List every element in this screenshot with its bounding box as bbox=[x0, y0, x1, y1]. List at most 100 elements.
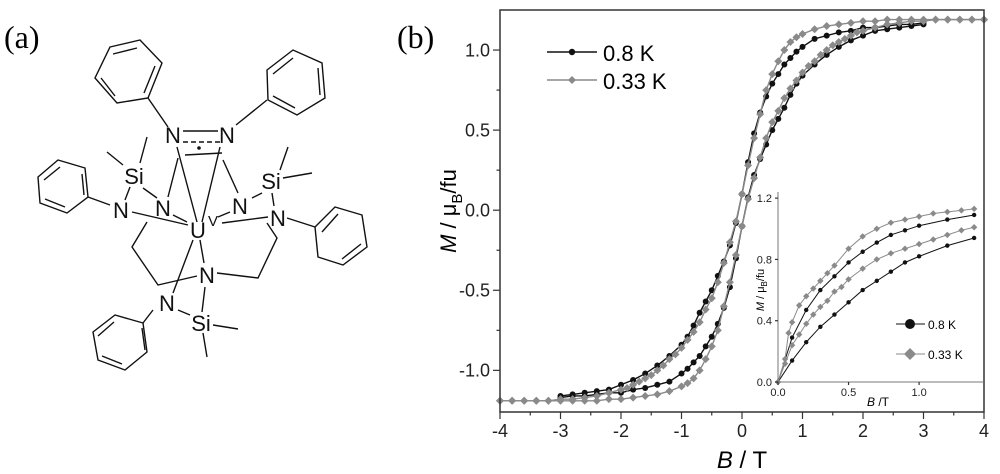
data-point bbox=[731, 217, 740, 226]
data-point bbox=[874, 240, 879, 245]
inset-x-axis-label: B /T bbox=[867, 395, 890, 409]
data-point bbox=[823, 51, 830, 58]
data-point bbox=[768, 118, 777, 127]
data-point bbox=[750, 134, 759, 143]
data-point bbox=[860, 32, 866, 39]
data-point bbox=[845, 276, 852, 283]
data-point bbox=[604, 388, 613, 397]
data-point bbox=[677, 382, 686, 391]
data-point bbox=[738, 222, 746, 231]
data-point bbox=[617, 395, 625, 404]
data-point bbox=[696, 352, 703, 359]
data-point bbox=[731, 251, 740, 260]
data-point bbox=[896, 24, 903, 31]
data-point bbox=[835, 29, 842, 36]
atom-si: Si bbox=[124, 164, 144, 189]
atom-n: N bbox=[155, 196, 171, 221]
atom-si: Si bbox=[261, 169, 281, 194]
data-point bbox=[919, 17, 928, 26]
data-series bbox=[775, 235, 977, 385]
data-point bbox=[629, 393, 638, 402]
data-point bbox=[915, 240, 923, 248]
data-point bbox=[955, 15, 964, 24]
data-point bbox=[859, 26, 867, 35]
data-point bbox=[810, 25, 819, 34]
y-tick-label: -0.5 bbox=[459, 281, 490, 301]
data-point bbox=[971, 212, 977, 218]
data-point bbox=[945, 243, 950, 248]
data-point bbox=[930, 236, 937, 243]
data-point bbox=[967, 15, 976, 24]
y-tick-label: 1.0 bbox=[465, 40, 490, 60]
data-point bbox=[629, 380, 638, 389]
data-point bbox=[888, 269, 894, 274]
legend-label: 0.8 K bbox=[928, 318, 956, 332]
data-point bbox=[915, 213, 923, 220]
x-tick-label: 1 bbox=[797, 421, 807, 441]
data-point bbox=[884, 26, 891, 33]
oxidation-state: V bbox=[208, 213, 218, 230]
y-tick-label: 0.0 bbox=[465, 200, 490, 220]
data-series bbox=[774, 224, 978, 386]
data-point bbox=[701, 355, 710, 364]
data-point bbox=[618, 381, 624, 388]
data-point bbox=[798, 30, 807, 39]
ring-inner-bonds bbox=[43, 47, 362, 365]
data-point bbox=[642, 384, 649, 391]
main-legend: 0.8 K 0.33 K bbox=[547, 41, 667, 94]
data-point bbox=[835, 43, 842, 50]
data-point bbox=[623, 383, 632, 392]
data-point bbox=[707, 342, 716, 351]
data-point bbox=[795, 331, 803, 338]
data-point bbox=[762, 134, 771, 143]
data-point bbox=[785, 329, 792, 337]
data-point bbox=[719, 259, 728, 268]
data-point bbox=[695, 318, 704, 327]
data-point bbox=[635, 377, 644, 386]
data-point bbox=[768, 70, 777, 79]
data-point bbox=[799, 43, 806, 50]
data-point bbox=[873, 256, 880, 263]
atom-n: N bbox=[270, 206, 286, 231]
data-point bbox=[803, 292, 810, 300]
molecular-structure: N N Si N N U V N Si N N N Si bbox=[37, 39, 368, 371]
data-point bbox=[792, 33, 801, 42]
atom-n: N bbox=[165, 123, 181, 148]
data-point bbox=[713, 326, 722, 335]
phenyl-ring bbox=[266, 49, 326, 116]
data-point bbox=[874, 278, 879, 284]
y-tick-label: 0.0 bbox=[757, 377, 772, 389]
data-point bbox=[887, 219, 895, 226]
data-point bbox=[641, 374, 650, 383]
x-tick-label: 2 bbox=[858, 421, 868, 441]
data-point bbox=[970, 224, 978, 231]
data-point bbox=[804, 62, 813, 71]
data-point bbox=[756, 153, 765, 162]
atom-n: N bbox=[199, 263, 215, 288]
x-tick-label: -4 bbox=[492, 421, 508, 441]
data-point bbox=[803, 320, 810, 327]
data-point bbox=[630, 386, 637, 393]
phenyl-ring bbox=[92, 314, 148, 371]
data-point bbox=[647, 371, 656, 380]
x-tick-label: -1 bbox=[673, 421, 689, 441]
data-point bbox=[831, 262, 838, 269]
data-point bbox=[788, 319, 796, 326]
x-axis-label: B / T bbox=[717, 447, 768, 474]
x-tick-label: 1.0 bbox=[911, 387, 926, 399]
data-point bbox=[846, 300, 851, 305]
data-point bbox=[823, 32, 830, 39]
data-point bbox=[831, 288, 838, 295]
x-tick-label: 4 bbox=[979, 421, 989, 441]
data-point bbox=[846, 18, 855, 27]
data-point bbox=[532, 396, 541, 405]
data-point bbox=[871, 17, 880, 26]
phenyl-ring bbox=[314, 206, 368, 266]
data-point bbox=[873, 225, 880, 232]
data-point bbox=[832, 274, 837, 279]
legend-label: 0.33 K bbox=[928, 348, 963, 362]
data-point bbox=[665, 355, 674, 364]
data-point bbox=[816, 50, 825, 59]
data-point bbox=[665, 387, 674, 396]
